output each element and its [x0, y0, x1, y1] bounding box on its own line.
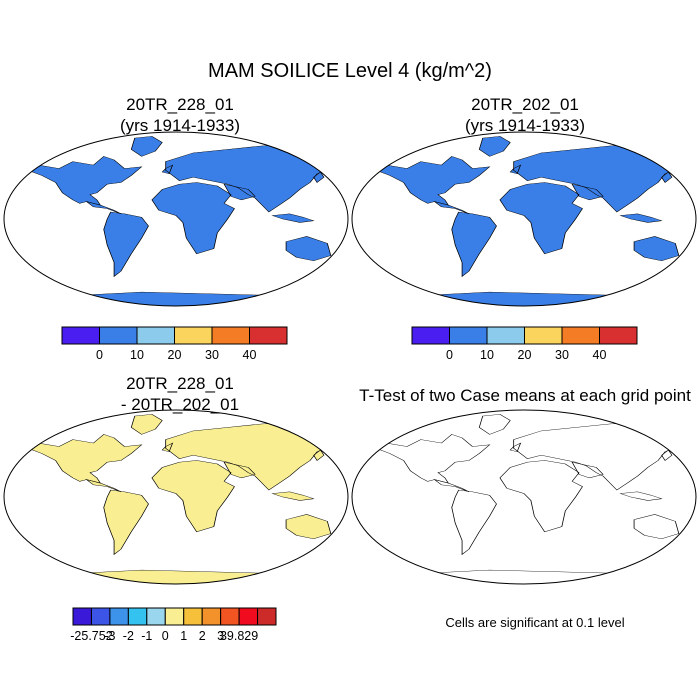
panel-title-case1-line1: 20TR_228_01: [126, 95, 234, 114]
colorbar-diff-label-1: -3: [104, 629, 115, 643]
panel-title-case2-line1: 20TR_202_01: [471, 95, 579, 114]
colorbar-case2-swatch-1: [449, 326, 488, 345]
colorbar-case2-swatch-4: [561, 326, 600, 345]
colorbar-case1-swatch-4: [211, 326, 250, 345]
colorbar-case2-swatch-3: [524, 326, 563, 345]
colorbar-diff-swatch-8: [220, 607, 240, 626]
colorbar-case2: 0 10 20 30 40: [411, 326, 638, 362]
map-border: [352, 410, 696, 584]
panel-title-diff: 20TR_228_01 - 20TR_202_01: [60, 373, 300, 415]
map-border: [4, 410, 348, 584]
colorbar-diff-swatch-9: [238, 607, 259, 626]
panel-title-case2: 20TR_202_01 (yrs 1914-1933): [405, 94, 645, 136]
colorbar-case1-swatch-0: [61, 326, 100, 345]
significance-footnote: Cells are significant at 0.1 level: [445, 615, 625, 630]
map-border: [4, 132, 348, 306]
colorbar-diff-label-5: 1: [180, 629, 187, 643]
map-panel-case1: [4, 132, 348, 308]
colorbar-case2-label-3: 30: [555, 348, 569, 362]
colorbar-case2-label-1: 10: [480, 348, 494, 362]
colorbar-case2-label-4: 40: [593, 348, 607, 362]
panel-title-ttest: T-Test of two Case means at each grid po…: [350, 385, 700, 406]
colorbar-case1-swatch-5: [249, 326, 288, 345]
colorbar-case1-label-3: 30: [205, 348, 219, 362]
panel-title-case1: 20TR_228_01 (yrs 1914-1933): [60, 94, 300, 136]
colorbar-diff-label-8: 39.829: [220, 629, 258, 643]
colorbar-case2-swatch-2: [486, 326, 525, 345]
map-panel-case2: [352, 132, 696, 308]
panel-title-case2-line2: (yrs 1914-1933): [464, 116, 585, 135]
colorbar-case1-swatch-2: [136, 326, 175, 345]
colorbar-diff-label-4: 0: [162, 629, 169, 643]
panel-title-diff-line1: 20TR_228_01: [126, 374, 234, 393]
colorbar-diff: -25.752-3 -2 -1 0 1 2 339.829: [70, 607, 277, 643]
colorbar-diff-swatch-3: [127, 607, 148, 626]
colorbar-diff-swatch-7: [201, 607, 222, 626]
panel-title-ttest-line1: T-Test of two Case means at each grid po…: [359, 386, 691, 405]
panel-title-diff-line2: - 20TR_202_01: [120, 395, 240, 414]
colorbar-diff-label-2: -2: [123, 629, 134, 643]
colorbar-diff-swatch-2: [109, 607, 129, 626]
colorbar-diff-label-6: 2: [199, 629, 206, 643]
map-panel-diff: [4, 410, 348, 586]
colorbar-diff-label-0: -25.752: [70, 629, 112, 643]
colorbar-diff-swatch-10: [257, 607, 277, 626]
colorbar-diff-swatch-5: [164, 607, 185, 626]
panel-title-case1-line2: (yrs 1914-1933): [119, 116, 240, 135]
colorbar-case1-swatch-3: [174, 326, 213, 345]
colorbar-case1-label-1: 10: [130, 348, 144, 362]
colorbar-diff-label-7: 3: [217, 629, 224, 643]
colorbar-diff-swatch-1: [90, 607, 111, 626]
figure-title: MAM SOILICE Level 4 (kg/m^2): [208, 60, 492, 82]
colorbar-diff-swatch-4: [146, 607, 166, 626]
colorbar-case1-label-0: 0: [96, 348, 103, 362]
colorbar-diff-label-3: -1: [141, 629, 152, 643]
colorbar-case2-label-0: 0: [446, 348, 453, 362]
colorbar-case2-swatch-5: [599, 326, 638, 345]
map-panel-ttest: [352, 410, 696, 586]
colorbar-case1-swatch-1: [99, 326, 138, 345]
colorbar-diff-swatch-0: [72, 607, 92, 626]
map-border: [352, 132, 696, 306]
colorbar-diff-swatch-6: [183, 607, 203, 626]
colorbar-case1: 0 10 20 30 40: [61, 326, 288, 362]
colorbar-case1-label-4: 40: [243, 348, 257, 362]
colorbar-case1-label-2: 20: [168, 348, 182, 362]
colorbar-case2-swatch-0: [411, 326, 450, 345]
colorbar-case2-label-2: 20: [518, 348, 532, 362]
